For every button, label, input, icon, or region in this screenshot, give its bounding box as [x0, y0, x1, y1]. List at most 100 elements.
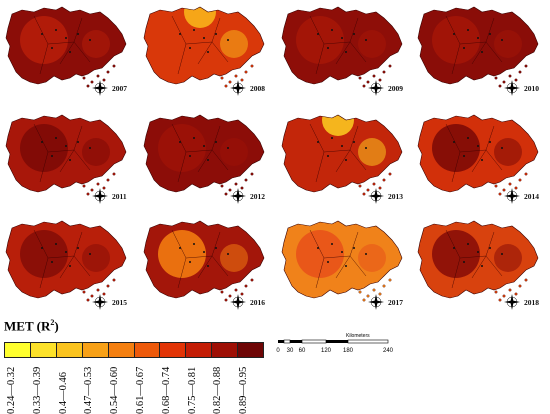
- map-panel-2009: 2009: [281, 6, 403, 96]
- county-boundaries: [171, 123, 229, 183]
- station-marker: [477, 37, 479, 39]
- north-arrow-icon: [230, 294, 246, 310]
- station-marker: [179, 247, 181, 249]
- station-marker: [353, 33, 355, 35]
- station-marker: [179, 33, 181, 35]
- legend-swatch: [82, 343, 109, 357]
- station-marker: [481, 51, 483, 53]
- station-marker: [345, 159, 347, 161]
- station-marker: [365, 147, 367, 149]
- county-boundaries: [33, 123, 91, 183]
- station-marker: [489, 33, 491, 35]
- map-panel-2015: 2015: [5, 220, 127, 310]
- station-marker: [77, 247, 79, 249]
- north-arrow-icon: [504, 188, 520, 204]
- station-marker: [353, 247, 355, 249]
- station-marker: [481, 159, 483, 161]
- station-marker: [345, 51, 347, 53]
- coastal-islands: [220, 172, 254, 196]
- legend-bin-label: 0.89—0.95: [238, 366, 250, 414]
- scale-segment: [301, 339, 327, 344]
- map-panel-2014: 2014: [417, 114, 539, 204]
- county-boundaries: [171, 15, 229, 75]
- region-outline: [143, 114, 265, 193]
- north-arrow-icon: [92, 188, 108, 204]
- coastal-islands: [494, 278, 528, 302]
- station-marker: [501, 147, 503, 149]
- station-marker: [193, 29, 195, 31]
- station-marker: [365, 39, 367, 41]
- map-panel-2017: 2017: [281, 220, 403, 310]
- legend-color-bar: [4, 342, 264, 358]
- station-marker: [227, 253, 229, 255]
- value-hotspot: [432, 16, 480, 64]
- map-panel-2013: 2013: [281, 114, 403, 204]
- region-outline: [5, 220, 127, 299]
- map-panel-2010: 2010: [417, 6, 539, 96]
- scale-segment: [326, 340, 348, 343]
- year-label: 2007: [112, 84, 127, 93]
- year-label: 2016: [250, 298, 265, 307]
- year-label: 2014: [524, 192, 539, 201]
- station-marker: [501, 253, 503, 255]
- station-marker: [489, 141, 491, 143]
- scale-segment: [347, 339, 389, 344]
- station-marker: [215, 141, 217, 143]
- scale-segment: [290, 340, 302, 343]
- station-marker: [317, 141, 319, 143]
- station-marker: [215, 247, 217, 249]
- station-marker: [467, 243, 469, 245]
- county-boundaries: [309, 229, 367, 289]
- legend-swatch: [134, 343, 161, 357]
- year-label: 2012: [250, 192, 265, 201]
- region-outline: [281, 220, 403, 299]
- scale-segment: [283, 339, 291, 344]
- value-hotspot: [158, 230, 206, 278]
- north-arrow-icon: [504, 80, 520, 96]
- legend-bin-label: 0.75—0.81: [186, 366, 198, 414]
- year-label: 2009: [388, 84, 403, 93]
- station-marker: [215, 33, 217, 35]
- county-boundaries: [309, 123, 367, 183]
- station-marker: [203, 145, 205, 147]
- station-marker: [65, 37, 67, 39]
- north-arrow-icon: [92, 294, 108, 310]
- north-arrow-icon: [504, 294, 520, 310]
- station-marker: [77, 141, 79, 143]
- station-marker: [51, 261, 53, 263]
- station-marker: [89, 147, 91, 149]
- station-marker: [331, 29, 333, 31]
- station-marker: [331, 243, 333, 245]
- station-marker: [203, 37, 205, 39]
- year-label: 2017: [388, 298, 403, 307]
- region-outline: [143, 6, 265, 85]
- station-marker: [207, 159, 209, 161]
- county-boundaries: [309, 15, 367, 75]
- value-hotspot: [20, 16, 68, 64]
- station-marker: [41, 247, 43, 249]
- legend-bin-label: 0.33—0.39: [31, 366, 43, 414]
- station-marker: [327, 47, 329, 49]
- coastal-islands: [82, 64, 116, 88]
- station-marker: [69, 159, 71, 161]
- station-marker: [481, 265, 483, 267]
- scale-tick-label: 180: [343, 348, 354, 354]
- station-marker: [51, 155, 53, 157]
- region-outline: [281, 6, 403, 85]
- north-arrow-icon: [368, 188, 384, 204]
- region-outline: [5, 114, 127, 193]
- station-marker: [477, 251, 479, 253]
- station-marker: [353, 141, 355, 143]
- region-outline: [281, 114, 403, 193]
- legend-bin-label: 0.82—0.88: [212, 366, 224, 414]
- station-marker: [55, 29, 57, 31]
- legend-title: MET (R2): [4, 318, 59, 334]
- station-marker: [365, 253, 367, 255]
- station-marker: [341, 251, 343, 253]
- station-marker: [65, 145, 67, 147]
- scale-segment: [278, 340, 284, 343]
- value-hotspot: [20, 124, 68, 172]
- scale-unit-label: Kilometers: [346, 333, 370, 339]
- station-marker: [341, 145, 343, 147]
- year-label: 2013: [388, 192, 403, 201]
